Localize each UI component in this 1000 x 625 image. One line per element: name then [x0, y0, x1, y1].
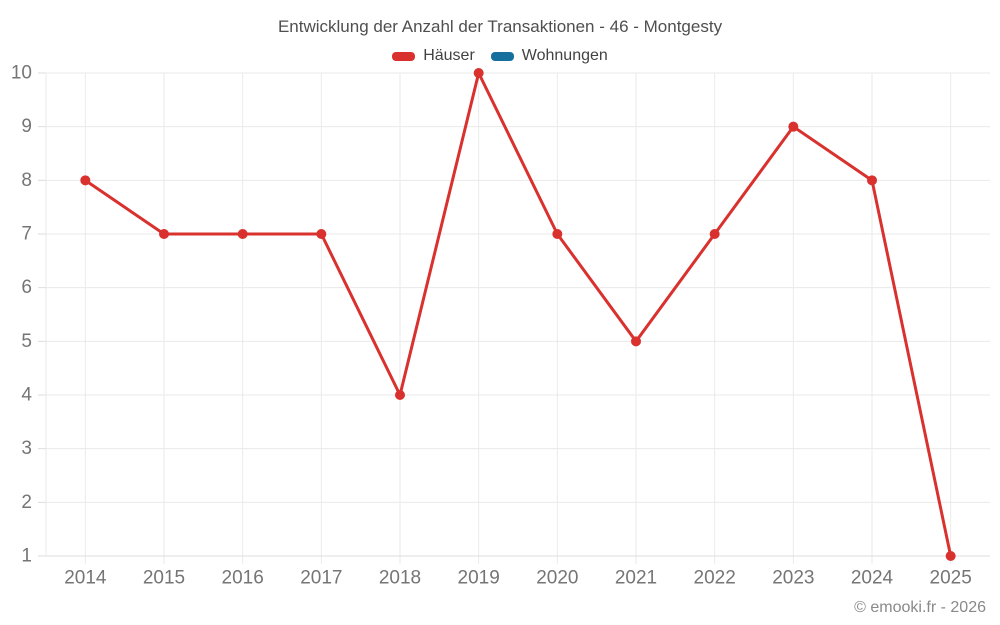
x-axis-label: 2025 — [930, 568, 972, 589]
legend-label-wohnungen: Wohnungen — [521, 47, 608, 64]
y-axis-label: 4 — [21, 385, 32, 406]
legend-swatch-haeuser — [392, 51, 416, 61]
data-point[interactable] — [552, 229, 563, 239]
legend-label-haeuser: Häuser — [423, 47, 475, 64]
copyright-text: © emooki.fr - 2026 — [854, 599, 986, 616]
y-axis-label: 10 — [11, 63, 32, 84]
data-point[interactable] — [867, 175, 877, 186]
data-point[interactable] — [788, 121, 799, 132]
x-axis-label: 2015 — [143, 568, 185, 589]
x-axis-label: 2018 — [379, 568, 421, 589]
data-point[interactable] — [709, 229, 720, 239]
data-point[interactable] — [159, 229, 169, 239]
data-point[interactable] — [473, 68, 484, 78]
data-point[interactable] — [237, 229, 248, 239]
data-point[interactable] — [945, 551, 956, 561]
data-point[interactable] — [80, 175, 91, 186]
y-axis-label: 1 — [21, 546, 32, 567]
x-axis-label: 2020 — [536, 568, 578, 589]
x-axis-label: 2022 — [694, 568, 736, 589]
chart-title: Entwicklung der Anzahl der Transaktionen… — [277, 17, 723, 36]
x-axis-label: 2014 — [64, 568, 107, 589]
y-axis-label: 2 — [21, 492, 32, 513]
y-axis-label: 8 — [21, 170, 32, 191]
chart-legend: Häuser Wohnungen — [0, 46, 1000, 66]
x-axis-label: 2024 — [851, 568, 894, 589]
x-axis-label: 2016 — [222, 568, 264, 589]
data-point[interactable] — [631, 336, 641, 347]
data-point[interactable] — [316, 229, 327, 239]
x-axis-label: 2017 — [300, 568, 342, 589]
x-axis-label: 2019 — [458, 568, 500, 589]
y-axis-label: 7 — [21, 224, 32, 245]
x-axis-label: 2021 — [615, 568, 657, 589]
y-axis-label: 9 — [21, 116, 32, 137]
y-axis-label: 6 — [21, 277, 32, 298]
legend-swatch-wohnungen — [490, 51, 514, 61]
x-axis-label: 2023 — [772, 568, 814, 589]
legend-item-wohnungen[interactable]: Wohnungen — [490, 47, 608, 65]
data-point[interactable] — [395, 390, 405, 400]
series-line-häuser — [83, 71, 953, 558]
legend-item-haeuser[interactable]: Häuser — [392, 47, 475, 65]
y-axis-label: 3 — [21, 438, 32, 459]
y-axis-label: 5 — [21, 331, 32, 352]
